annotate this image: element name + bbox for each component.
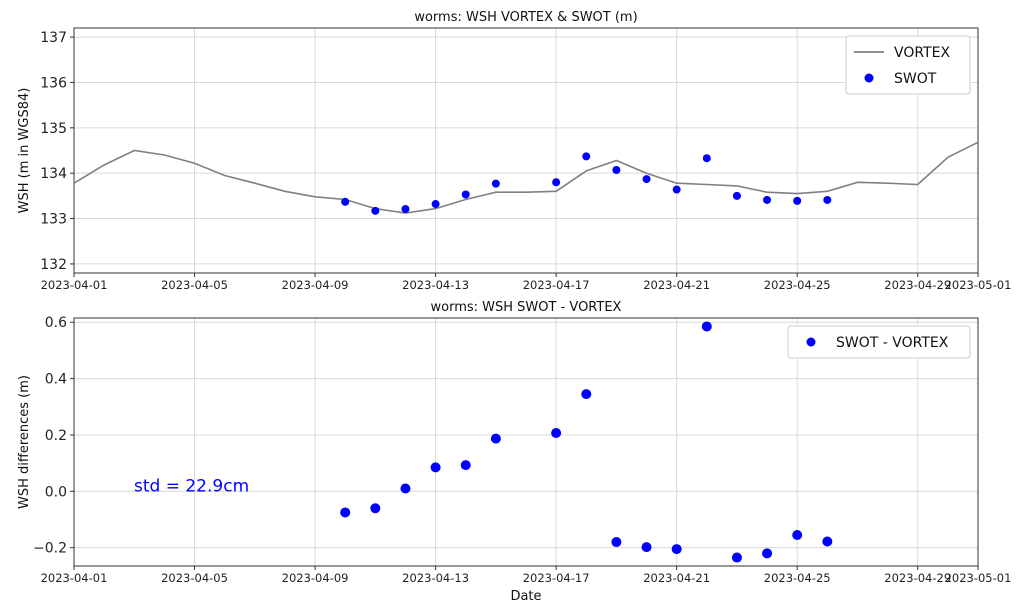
data-point [371,206,380,215]
data-point [490,433,501,444]
data-point [611,537,622,548]
data-point [701,321,712,332]
data-point [551,427,562,438]
data-point [702,154,711,163]
y-tick-label: 134 [40,166,67,182]
y-tick-label: 137 [40,30,67,46]
legend-box [845,35,971,95]
data-point [793,196,802,205]
y-tick-label: 135 [40,121,67,137]
data-point [582,152,591,161]
data-point [612,166,621,175]
x-tick-label: 2023-04-05 [161,571,228,585]
std-annotation: std = 22.9cm [134,476,249,496]
data-point [461,190,470,199]
y-tick-label: −0.2 [33,541,67,557]
x-axis-label: Date [510,589,541,604]
data-point [552,178,561,187]
data-point [792,530,803,540]
x-tick-label: 2023-04-01 [41,571,108,585]
plot-frame [73,317,979,567]
x-tick-label: 2023-04-17 [523,571,590,585]
data-point [340,507,351,518]
legend-marker-swatch [864,73,874,83]
x-tick-label: 2023-04-21 [643,571,710,585]
x-tick-label: 2023-05-01 [945,278,1012,292]
data-point [400,483,411,494]
data-point [823,195,832,204]
data-point [822,536,833,547]
y-tick-label: 136 [40,75,67,91]
data-point [430,462,441,473]
chart-top-panel: 2023-04-01 2023-04-05 2023-04-09 2023-04-13… [17,10,1011,292]
data-point [731,552,742,563]
data-point [671,544,682,555]
data-point [641,542,652,553]
y-axis-label: WSH (m in WGS84) [17,88,32,214]
data-point [732,191,741,200]
legend-label: SWOT [894,71,937,87]
x-tick-label: 2023-04-21 [643,278,710,292]
x-tick-label: 2023-04-05 [161,278,228,292]
legend: VORTEX SWOT [845,35,971,95]
y-axis-label: WSH differences (m) [17,375,32,509]
chart-title: worms: WSH VORTEX & SWOT (m) [414,10,637,25]
data-point [401,205,410,214]
x-tick-label: 2023-04-09 [282,278,349,292]
data-point [431,200,440,209]
x-tick-label: 2023-04-17 [523,278,590,292]
x-tick-label: 2023-04-13 [402,571,469,585]
legend-label: SWOT - VORTEX [836,335,949,351]
y-tick-label: 132 [40,257,67,273]
data-point [581,389,592,400]
y-tick-label: 0.2 [45,428,67,444]
y-tick-label: 0.0 [45,484,67,500]
data-point [672,185,681,194]
x-tick-label: 2023-04-13 [402,278,469,292]
y-tick-label: 0.4 [45,372,67,388]
data-point [460,460,471,471]
plot-frame [73,27,979,274]
legend-label: VORTEX [894,45,950,61]
data-point [491,179,500,188]
legend-box [787,325,971,359]
data-point [341,197,350,206]
x-tick-label: 2023-04-01 [41,278,108,292]
data-point [642,175,651,184]
y-tick-label: 0.6 [45,315,67,331]
x-tick-label: 2023-04-09 [282,571,349,585]
chart-bottom-panel: 2023-04-01 2023-04-05 2023-04-09 2023-04-13… [17,300,1011,604]
legend: SWOT - VORTEX [787,325,971,359]
x-tick-label: 2023-04-29 [884,278,951,292]
x-tick-label: 2023-05-01 [945,571,1012,585]
data-point [762,548,773,559]
series-line-vortex [73,141,979,214]
x-tick-label: 2023-04-25 [764,571,831,585]
legend-marker-swatch [806,337,816,347]
data-point [370,503,381,514]
data-point [763,195,772,204]
x-tick-label: 2023-04-29 [884,571,951,585]
y-tick-label: 133 [40,212,67,228]
x-tick-label: 2023-04-25 [764,278,831,292]
chart-title: worms: WSH SWOT - VORTEX [431,300,622,315]
